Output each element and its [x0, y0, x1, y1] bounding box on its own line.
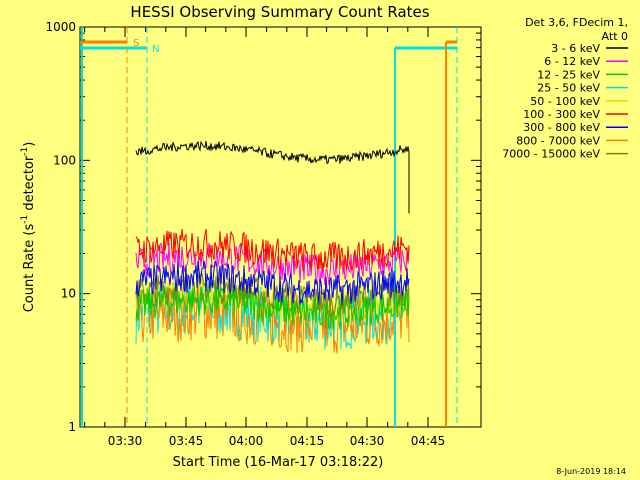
- y-tick-label: 100: [53, 153, 76, 167]
- legend-entry: 12 - 25 keV: [537, 68, 600, 81]
- marker-S-label: S: [133, 38, 139, 49]
- legend-entry: 3 - 6 keV: [551, 42, 600, 55]
- x-tick-label: 04:15: [290, 434, 325, 448]
- x-tick-label: 03:30: [108, 434, 143, 448]
- series-line-0: [135, 140, 410, 214]
- y-axis: 1 10 100 1000: [45, 20, 481, 434]
- y-tick-label: 10: [61, 287, 76, 301]
- chart-title: HESSI Observing Summary Count Rates: [130, 3, 429, 21]
- x-axis: 03:30 03:45 04:00 04:15 04:30 04:45: [84, 27, 446, 448]
- marker-N-label: N: [152, 44, 159, 55]
- legend-entry: 7000 - 15000 keV: [502, 148, 600, 161]
- legend-entry: 25 - 50 keV: [537, 82, 600, 95]
- legend-header-line1: Det 3,6, FDecim 1,: [525, 16, 628, 29]
- legend-entry: 6 - 12 keV: [544, 55, 600, 68]
- series-line-6: [135, 260, 410, 306]
- x-tick-label: 04:30: [350, 434, 385, 448]
- x-tick-label: 04:45: [411, 434, 446, 448]
- x-axis-label: Start Time (16-Mar-17 03:18:22): [173, 455, 384, 470]
- legend-entry: 300 - 800 keV: [523, 121, 600, 134]
- series-line-1: [135, 242, 410, 287]
- legend-entry: 100 - 300 keV: [523, 108, 600, 121]
- y-tick-label: 1000: [45, 20, 76, 34]
- timestamp: 8-Jun-2019 18:14: [556, 467, 626, 476]
- x-tick-label: 03:45: [169, 434, 204, 448]
- plot-frame: [79, 26, 482, 428]
- y-tick-label: 1: [68, 420, 76, 434]
- y-axis-label: Count Rate (s-1 detector-1): [20, 142, 37, 313]
- legend-header-line2: Att 0: [602, 30, 628, 43]
- series-group: [135, 140, 410, 354]
- x-tick-label: 04:00: [229, 434, 264, 448]
- series-line-5: [135, 228, 410, 272]
- legend-entry: 800 - 7000 keV: [516, 134, 600, 147]
- attenuator-markers: SN: [80, 27, 458, 427]
- legend-entry: 50 - 100 keV: [530, 95, 600, 108]
- series-line-2: [135, 285, 410, 330]
